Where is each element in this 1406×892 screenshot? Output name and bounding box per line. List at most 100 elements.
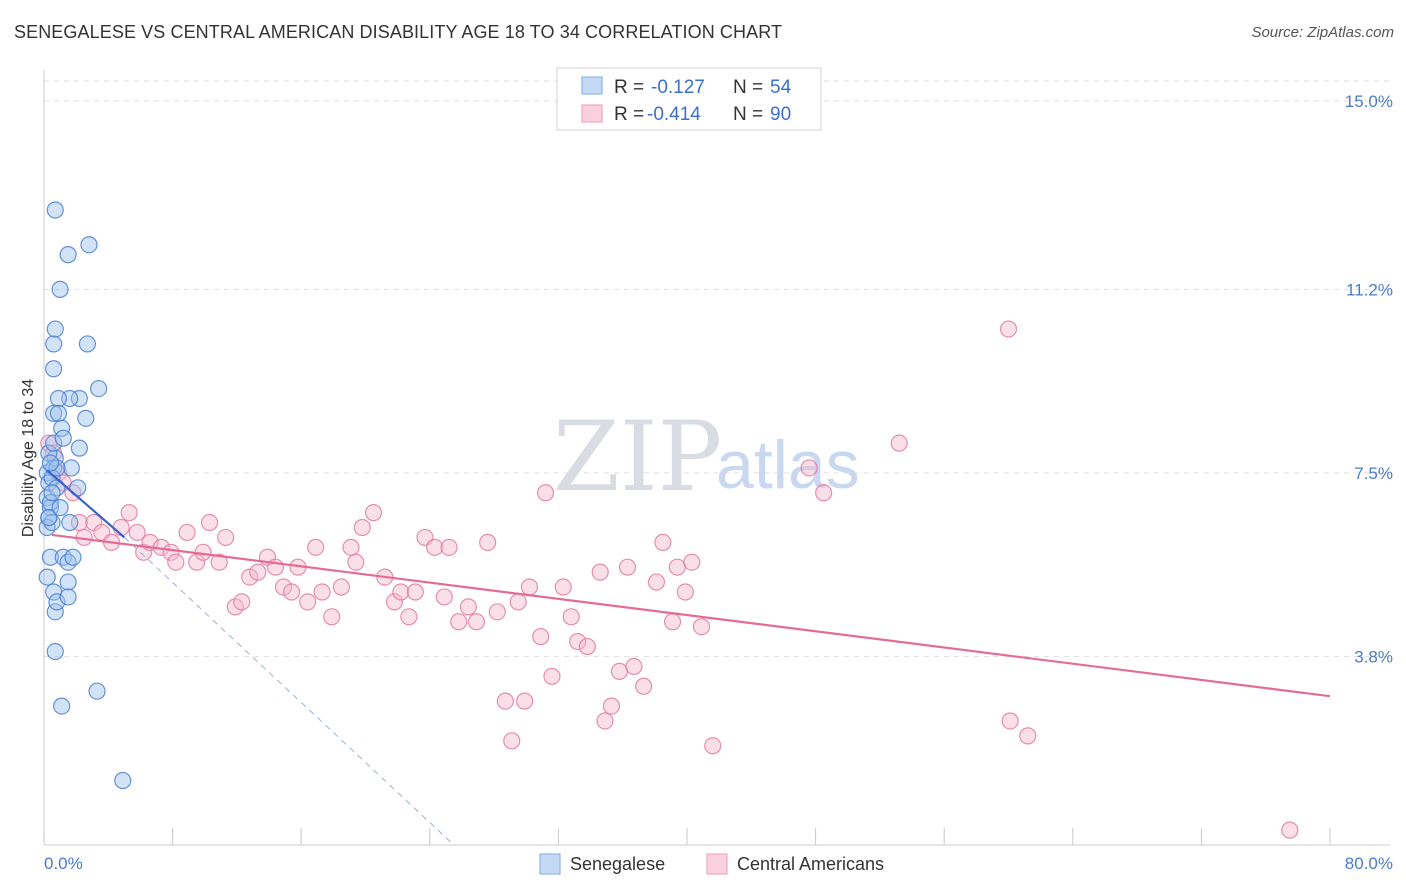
data-point-senegalese	[78, 335, 97, 353]
data-point-central-americans	[654, 533, 672, 551]
y-axis-label: Disability Age 18 to 34	[20, 379, 37, 537]
data-point-central-americans	[323, 608, 341, 626]
data-point-central-americans	[663, 613, 682, 631]
data-point-central-americans	[704, 737, 722, 755]
data-point-senegalese	[70, 439, 88, 457]
data-point-senegalese	[80, 236, 98, 254]
data-point-central-americans	[342, 538, 360, 556]
data-point-central-americans	[625, 657, 643, 676]
data-point-central-americans	[332, 578, 350, 596]
y-tick-label: 11.2%	[1346, 280, 1393, 299]
data-point-central-americans	[610, 662, 629, 680]
data-point-central-americans	[435, 588, 453, 606]
data-point-senegalese	[43, 469, 61, 487]
data-point-senegalese	[61, 513, 79, 532]
data-point-central-americans	[676, 583, 694, 601]
data-point-central-americans	[353, 518, 371, 537]
data-point-central-americans	[634, 677, 653, 695]
data-point-central-americans	[1019, 727, 1037, 745]
data-point-central-americans	[503, 732, 521, 750]
data-point-senegalese	[41, 454, 60, 472]
data-point-central-americans	[450, 613, 468, 631]
data-point-central-americans	[800, 459, 818, 477]
data-point-central-americans	[683, 553, 701, 571]
data-point-central-americans	[562, 608, 580, 626]
data-point-senegalese	[45, 434, 63, 452]
data-point-central-americans	[282, 583, 301, 601]
legend-label-senegalese: Senegalese	[570, 854, 665, 874]
data-point-central-americans	[307, 538, 325, 556]
data-point-central-americans	[668, 558, 686, 576]
data-point-senegalese	[43, 484, 61, 502]
data-point-central-americans	[578, 637, 596, 656]
stats-r-label: R =	[614, 104, 644, 125]
data-point-central-americans	[313, 583, 331, 601]
watermark-zip: ZIP	[553, 401, 722, 513]
data-point-central-americans	[233, 593, 251, 611]
stats-r-label: R =	[614, 77, 644, 98]
trend-extension-senegalese	[124, 537, 455, 846]
data-point-senegalese	[46, 201, 64, 219]
chart-source: Source: ZipAtlas.com	[1251, 24, 1394, 41]
data-point-central-americans	[347, 553, 365, 571]
stats-r-value: -0.127	[651, 77, 705, 98]
data-point-senegalese	[54, 429, 72, 447]
data-point-central-americans	[509, 593, 527, 611]
watermark: ZIP atlas	[553, 401, 860, 513]
data-point-central-americans	[112, 518, 130, 537]
data-point-senegalese	[45, 404, 63, 422]
data-point-senegalese	[45, 335, 63, 353]
data-point-senegalese	[51, 280, 69, 298]
data-point-central-americans	[496, 692, 514, 710]
data-point-central-americans	[554, 578, 572, 596]
data-point-senegalese	[49, 404, 68, 422]
data-point-central-americans	[591, 563, 609, 581]
data-point-central-americans	[299, 593, 317, 611]
data-point-senegalese	[38, 568, 56, 586]
data-point-central-americans	[135, 543, 153, 561]
legend-swatch-central	[706, 853, 728, 875]
data-point-central-americans	[532, 628, 550, 646]
data-point-central-americans	[392, 583, 410, 601]
data-point-central-americans	[890, 434, 908, 452]
stats-box: R = -0.127 N = 54 R = -0.414 N = 90	[556, 67, 822, 131]
data-point-senegalese	[59, 553, 77, 571]
data-point-central-americans	[249, 563, 267, 581]
stats-swatch-senegalese	[581, 76, 603, 95]
data-point-central-americans	[536, 484, 555, 502]
trend-line-central-americans	[51, 533, 1331, 698]
x-tick-label: 0.0%	[44, 854, 83, 873]
data-point-senegalese	[59, 246, 77, 264]
data-point-central-americans	[602, 697, 621, 715]
data-point-senegalese	[41, 548, 60, 566]
y-tick-label: 15.0%	[1345, 92, 1393, 111]
y-tick-label: 7.5%	[1354, 464, 1393, 483]
data-point-central-americans	[647, 573, 666, 591]
data-point-central-americans	[400, 608, 418, 626]
data-point-senegalese	[48, 593, 66, 611]
data-point-senegalese	[49, 389, 68, 408]
data-point-central-americans	[999, 320, 1018, 338]
legend-label-central: Central Americans	[737, 854, 884, 874]
data-point-central-americans	[426, 538, 444, 556]
stats-n-label: N =	[733, 77, 763, 98]
stats-swatch-central	[581, 104, 603, 123]
stats-n-value: 90	[770, 104, 791, 125]
data-point-central-americans	[440, 538, 458, 556]
data-point-senegalese	[46, 642, 64, 661]
data-point-senegalese	[53, 697, 71, 715]
data-point-senegalese	[43, 513, 61, 532]
data-point-central-americans	[618, 558, 637, 576]
data-point-central-americans	[178, 523, 196, 542]
data-point-central-americans	[128, 523, 146, 542]
stats-n-label: N =	[733, 104, 763, 125]
data-point-central-americans	[488, 603, 506, 621]
senegalese-points	[38, 201, 132, 790]
data-point-central-americans	[569, 632, 587, 651]
data-point-senegalese	[77, 409, 95, 427]
data-point-senegalese	[51, 499, 69, 517]
data-point-central-americans	[406, 583, 424, 601]
data-point-senegalese	[114, 771, 132, 790]
data-point-central-americans	[120, 504, 138, 522]
